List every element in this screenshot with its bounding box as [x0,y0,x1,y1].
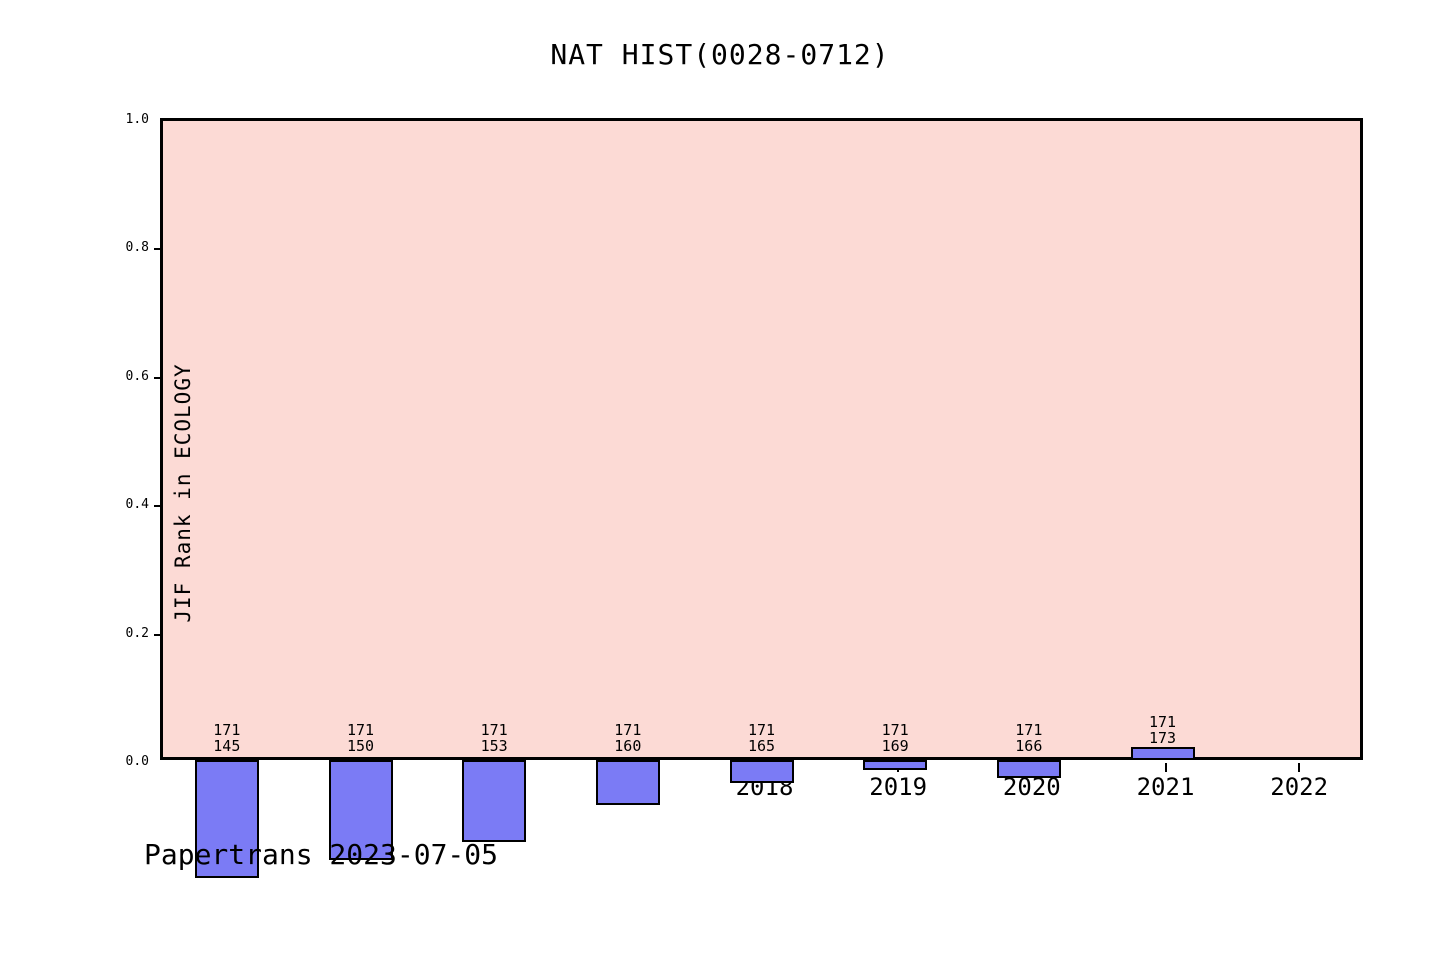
y-tick-label: 1.0 [125,112,149,127]
y-tick-label: 0.0 [125,754,149,769]
x-tick-mark [1030,763,1033,772]
x-tick-mark [1164,763,1167,772]
y-tick-label: 0.8 [125,240,149,256]
x-tick-label: 2016 [468,773,527,801]
x-tick-label: 2015 [334,773,393,801]
y-tick-label: 0.4 [125,497,149,513]
y-tick-mark [154,248,163,251]
plot-area: JIF Rank in ECOLOGY 0.0 0.2 0.4 0.6 0.8 1.0 2… [126,112,1363,801]
x-tick-mark [763,763,766,772]
x-tick-label: 2021 [1136,773,1195,801]
x-tick-label: 2022 [1270,773,1329,801]
y-tick-mark [154,633,163,636]
bar[interactable] [863,760,928,770]
y-tick-mark [154,376,163,379]
x-tick-label: 2020 [1002,773,1061,801]
x-tick-mark [362,763,365,772]
x-tick-mark [897,763,900,772]
y-axis-label: JIF Rank in ECOLOGY [171,363,195,623]
x-tick-mark [496,763,499,772]
x-tick-label: 2019 [869,773,928,801]
x-tick-label: 2014 [200,773,259,801]
watermark-text: Papertrans 2023-07-05 [144,838,499,871]
x-tick-mark [629,763,632,772]
y-tick-mark [154,505,163,508]
y-tick-label: 0.2 [125,625,149,641]
x-tick-label: 2017 [601,773,660,801]
x-tick-mark [228,763,231,772]
x-tick-mark [1298,763,1301,772]
y-tick-label: 0.6 [125,368,149,384]
chart-title: NAT HIST(0028-0712) [550,38,890,71]
x-tick-label: 2018 [735,773,794,801]
